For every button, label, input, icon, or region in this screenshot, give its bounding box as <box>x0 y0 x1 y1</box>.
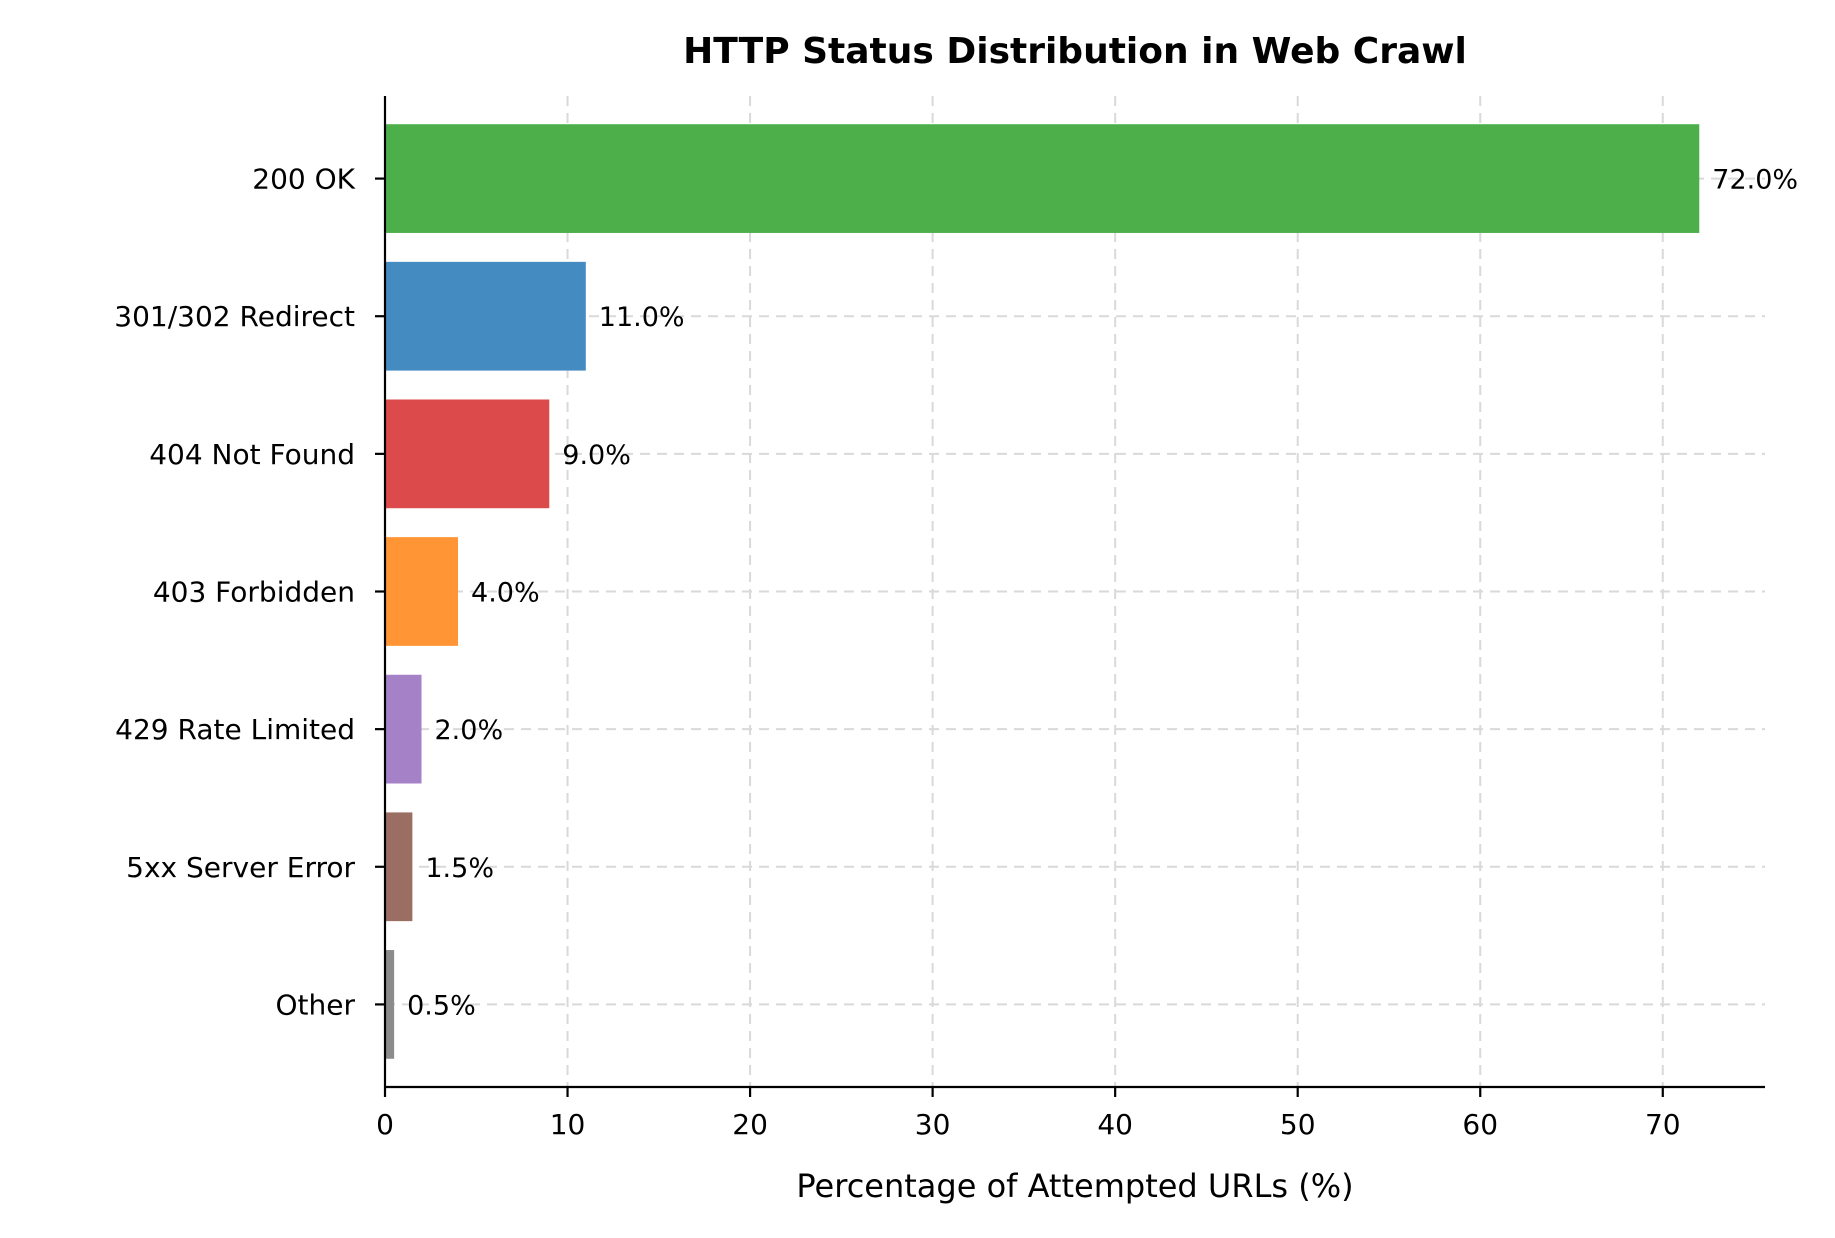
y-tick-label: 403 Forbidden <box>153 576 355 609</box>
x-tick-label: 50 <box>1280 1108 1316 1141</box>
y-tick-label: 429 Rate Limited <box>115 713 355 746</box>
value-label: 2.0% <box>435 715 504 746</box>
bars-layer <box>385 124 1700 1059</box>
value-label: 11.0% <box>599 302 685 333</box>
chart-title: HTTP Status Distribution in Web Crawl <box>683 31 1467 72</box>
y-tick-label: 404 Not Found <box>149 438 355 471</box>
value-label: 0.5% <box>407 990 476 1021</box>
x-axis-label: Percentage of Attempted URLs (%) <box>796 1167 1353 1205</box>
bar <box>385 399 550 509</box>
bar <box>385 950 395 1059</box>
bar <box>385 812 413 922</box>
value-label: 4.0% <box>471 578 540 609</box>
x-tick-labels: 0 10 20 30 40 50 60 70 <box>376 1087 1681 1141</box>
y-tick-labels: 200 OK 301/302 Redirect 404 Not Found 403 F… <box>114 163 385 1021</box>
bar <box>385 124 1700 233</box>
y-tick-label: 200 OK <box>252 163 355 196</box>
bar <box>385 261 586 371</box>
x-tick-label: 70 <box>1645 1108 1681 1141</box>
value-label: 9.0% <box>562 440 631 471</box>
y-tick-label: Other <box>275 988 355 1021</box>
grid-layer <box>385 96 1765 1087</box>
x-tick-label: 0 <box>376 1108 394 1141</box>
bar <box>385 537 459 646</box>
y-tick-label: 301/302 Redirect <box>114 300 355 333</box>
y-tick-label: 5xx Server Error <box>126 851 355 884</box>
x-tick-label: 20 <box>732 1108 768 1141</box>
x-tick-label: 40 <box>1097 1108 1133 1141</box>
value-labels-layer: 72.0% 11.0% 9.0% 4.0% 2.0% 1.5% 0.5% <box>407 165 1798 1022</box>
x-tick-label: 30 <box>915 1108 951 1141</box>
bar <box>385 674 422 784</box>
x-tick-label: 60 <box>1462 1108 1498 1141</box>
value-label: 72.0% <box>1712 165 1798 196</box>
x-tick-label: 10 <box>550 1108 586 1141</box>
value-label: 1.5% <box>425 853 494 884</box>
